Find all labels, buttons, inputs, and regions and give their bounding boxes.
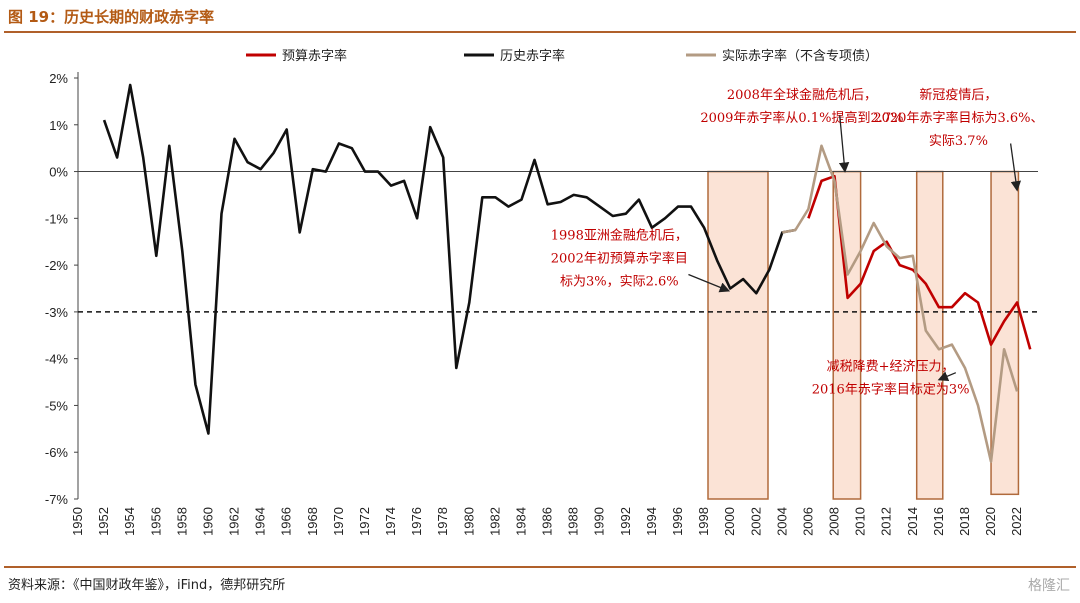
x-tick-label: 1988 xyxy=(566,507,581,536)
x-tick-label: 1950 xyxy=(70,507,85,536)
x-tick-label: 1974 xyxy=(383,507,398,536)
x-tick-label: 1998 xyxy=(696,507,711,536)
x-tick-label: 1996 xyxy=(670,507,685,536)
annotation-text: 2009年赤字率从0.1%提高到2.7% xyxy=(700,110,903,126)
annotation-text: 2002年初预算赤字率目 xyxy=(551,250,688,266)
bottom-divider xyxy=(4,566,1076,568)
annotation-text: 1998亚洲金融危机后， xyxy=(551,227,688,243)
x-tick-label: 2018 xyxy=(957,507,972,536)
series-line-2 xyxy=(782,144,1019,463)
x-tick-label: 2010 xyxy=(853,507,868,536)
axes: 2% 1% 0% -1% -2% -3% -4% -5% -6% -7%1950 1952 1954 1… xyxy=(45,71,1038,536)
x-tick-label: 1952 xyxy=(96,507,111,536)
legend-actual-label: 实际赤字率（不含专项债） xyxy=(722,48,878,64)
annotation-1: 新冠疫情后， 2020年赤字率目标为3.6%、实际3.7% xyxy=(873,87,1043,192)
legend-budget-label: 预算赤字率 xyxy=(282,48,347,64)
page-title: 图 19：历史长期的财政赤字率 xyxy=(8,8,215,26)
annotation-arrow xyxy=(937,371,957,382)
x-tick-label: 1970 xyxy=(331,507,346,536)
highlight-box-3 xyxy=(990,170,1020,496)
x-tick-label: 1986 xyxy=(540,507,555,536)
x-tick-label: 1980 xyxy=(461,507,476,536)
annotation-arrow xyxy=(688,273,731,293)
annotation-text: 减税降费+经济压力， xyxy=(827,359,955,374)
annotation-text: 2008年全球金融危机后， xyxy=(727,87,877,103)
y-tick-label: -5% xyxy=(45,398,69,413)
x-tick-label: 2014 xyxy=(905,507,920,536)
x-tick-label: 2008 xyxy=(827,507,842,536)
watermark-logo: 格隆汇 xyxy=(1028,578,1070,594)
x-tick-label: 2002 xyxy=(748,507,763,536)
y-tick-label: -4% xyxy=(45,352,69,367)
source-note: 资料来源：《中国财政年鉴》，iFind，德邦研究所 xyxy=(8,578,286,593)
annotations: 2008年全球金融危机后， 2009年赤字率从0.1%提高到2.7% 新冠疫情后， 2… xyxy=(551,87,1044,397)
x-tick-label: 1984 xyxy=(513,507,528,536)
y-tick-label: -7% xyxy=(45,492,69,507)
annotation-3: 减税降费+经济压力， 2016年赤字率目标定为3% xyxy=(812,359,970,397)
x-tick-label: 1956 xyxy=(148,507,163,536)
series-line-0 xyxy=(807,174,1032,350)
x-tick-label: 2016 xyxy=(931,507,946,536)
highlight-box-1 xyxy=(832,170,862,500)
x-tick-label: 1958 xyxy=(174,507,189,536)
x-tick-label: 1990 xyxy=(592,507,607,536)
y-tick-label: 1% xyxy=(49,118,68,133)
annotation-arrow xyxy=(838,115,850,173)
x-tick-label: 1976 xyxy=(409,507,424,536)
y-tick-label: -2% xyxy=(45,258,69,273)
series-line-1 xyxy=(102,83,796,435)
x-tick-label: 1972 xyxy=(357,507,372,536)
x-tick-label: 1954 xyxy=(122,507,137,536)
y-tick-label: -3% xyxy=(45,305,69,320)
x-tick-label: 1994 xyxy=(644,507,659,536)
annotation-0: 2008年全球金融危机后， 2009年赤字率从0.1%提高到2.7% xyxy=(700,87,903,173)
x-tick-label: 1968 xyxy=(305,507,320,536)
x-tick-label: 2012 xyxy=(879,507,894,536)
y-tick-label: -6% xyxy=(45,445,69,460)
y-tick-label: -1% xyxy=(45,211,69,226)
x-tick-label: 1982 xyxy=(487,507,502,536)
x-tick-label: 1966 xyxy=(279,507,294,536)
y-tick-label: 2% xyxy=(49,71,68,86)
annotation-text: 标为3%，实际2.6% xyxy=(560,274,679,289)
top-divider xyxy=(4,31,1076,33)
x-tick-label: 2020 xyxy=(983,507,998,536)
x-tick-label: 1992 xyxy=(618,507,633,536)
x-tick-label: 1962 xyxy=(227,507,242,536)
x-tick-label: 2022 xyxy=(1009,507,1024,536)
annotation-arrow xyxy=(1009,143,1022,192)
annotation-text: 2020年赤字率目标为3.6%、 xyxy=(873,110,1043,126)
highlight-box-0 xyxy=(707,170,769,500)
x-tick-label: 1978 xyxy=(435,507,450,536)
x-tick-label: 2004 xyxy=(774,507,789,536)
x-tick-label: 2006 xyxy=(800,507,815,536)
legend-history-label: 历史赤字率 xyxy=(500,48,565,64)
x-tick-label: 1964 xyxy=(253,507,268,536)
annotation-text: 2016年赤字率目标定为3% xyxy=(812,381,970,397)
y-tick-label: 0% xyxy=(49,165,68,180)
x-tick-label: 1960 xyxy=(200,507,215,536)
legend: 预算赤字率 历史赤字率 实际赤字率（不含专项债） xyxy=(246,48,878,64)
annotation-text: 新冠疫情后， xyxy=(919,87,997,103)
highlight-boxes xyxy=(707,170,1020,500)
annotation-text: 实际3.7% xyxy=(929,134,988,149)
series-lines xyxy=(102,83,1032,463)
x-tick-label: 2000 xyxy=(722,507,737,536)
